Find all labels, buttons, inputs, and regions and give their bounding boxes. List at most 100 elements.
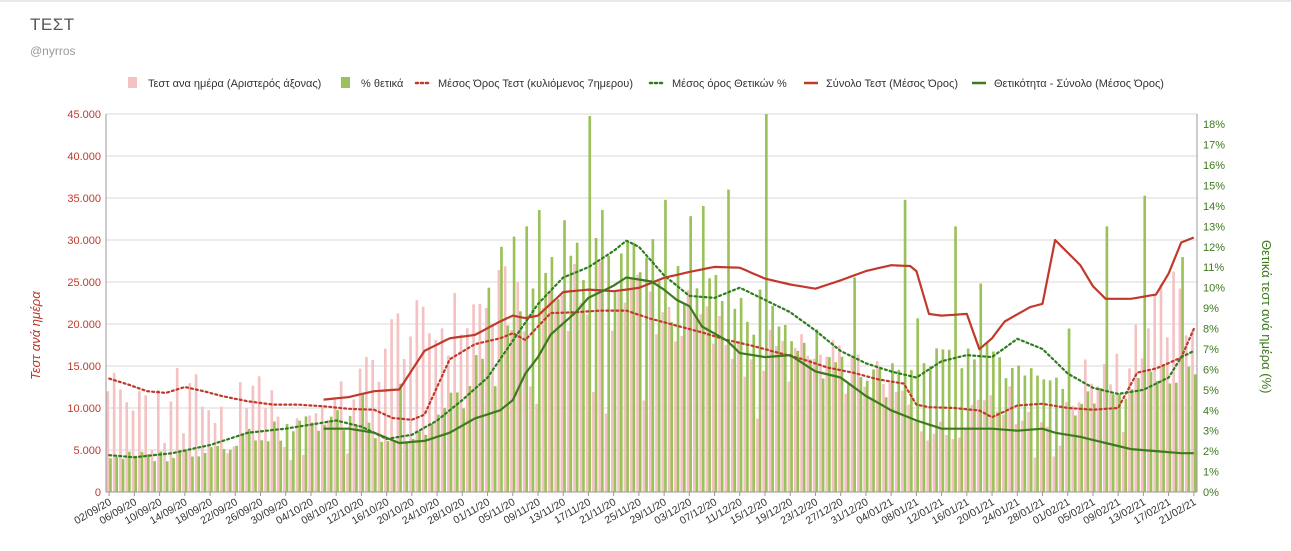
positive-bar	[815, 329, 819, 492]
tests-bar	[175, 368, 179, 492]
tests-bar	[699, 314, 702, 492]
tests-bar	[333, 397, 337, 492]
positive-bar	[380, 441, 383, 492]
positive-bar	[430, 423, 434, 492]
positive-bar	[121, 458, 125, 492]
tests-bar	[1052, 456, 1056, 492]
tests-bar	[831, 340, 835, 492]
positive-bar	[191, 456, 194, 492]
positive-bar	[292, 431, 295, 492]
positive-bar	[701, 205, 705, 492]
tests-bar	[611, 330, 614, 492]
tests-bar	[768, 329, 772, 492]
positive-bar	[588, 116, 592, 492]
tests-bar	[383, 348, 387, 492]
positive-bar	[846, 384, 850, 492]
right-tick-label: 0%	[1203, 487, 1219, 499]
positive-bar	[878, 368, 882, 492]
tests-bar	[756, 418, 759, 492]
tests-bar	[1083, 359, 1087, 492]
tests-bar	[926, 440, 929, 492]
positive-bar	[714, 275, 718, 492]
positive-bar	[247, 428, 251, 492]
tests-bar	[636, 274, 639, 492]
positive-bar	[374, 438, 377, 492]
tests-bar	[1109, 384, 1112, 492]
axes	[105, 114, 1198, 493]
positive-bar	[443, 408, 447, 492]
tests-bar	[680, 336, 684, 492]
tests-bar	[856, 354, 860, 492]
tests-bar	[402, 359, 406, 492]
right-tick-label: 6%	[1203, 364, 1219, 376]
tests-bar	[579, 302, 583, 492]
positive-bar	[947, 349, 951, 492]
positive-bar	[1055, 377, 1058, 492]
tests-bar	[201, 406, 204, 492]
tests-bar	[1033, 457, 1037, 492]
tests-bar	[648, 291, 652, 492]
positive-bar	[613, 291, 617, 492]
tests-bar	[415, 300, 419, 492]
positive-bar	[279, 440, 283, 492]
left-tick-label: 40.000	[67, 151, 101, 163]
positive-bar	[165, 461, 169, 492]
positive-bar	[235, 445, 238, 492]
tests-bar	[1128, 368, 1131, 492]
right-tick-label: 2%	[1203, 446, 1219, 458]
positive-bar	[575, 242, 579, 492]
tests-bar	[245, 408, 248, 492]
positive-bar	[1124, 398, 1128, 492]
positive-bar	[973, 359, 976, 492]
tests-bar	[888, 382, 892, 492]
positive-bar	[891, 363, 894, 492]
right-tick-label: 5%	[1203, 385, 1219, 397]
left-tick-label: 30.000	[67, 235, 101, 247]
positive-bar	[563, 220, 566, 492]
tests-bar	[428, 333, 431, 492]
dotted-series-line	[108, 309, 1195, 421]
positive-bar	[1023, 375, 1027, 492]
positive-bar	[500, 246, 503, 492]
positive-bar	[134, 455, 138, 492]
positive-bar	[1048, 380, 1052, 492]
positive-bar	[178, 450, 182, 492]
positive-bar	[285, 424, 289, 492]
positive-bar	[399, 383, 402, 492]
positive-bar	[739, 297, 743, 492]
positive-bar	[664, 199, 667, 492]
positive-bar	[695, 288, 699, 492]
tests-bar	[314, 413, 318, 492]
tests-bar	[762, 370, 766, 492]
x-axis-ticks: 02/09/2006/09/2010/09/2014/09/2018/09/20…	[72, 492, 1198, 527]
legend-label: Μέσος όρος Θετικών %	[672, 78, 787, 90]
tests-bar	[964, 429, 967, 492]
tests-bar	[169, 401, 173, 492]
tests-bar	[434, 340, 438, 492]
positive-bar	[802, 342, 806, 492]
tests-bar	[302, 455, 305, 492]
positive-bar	[632, 242, 636, 492]
positive-bar	[884, 397, 888, 492]
tests-bar	[371, 359, 375, 492]
positive-bar	[456, 392, 459, 492]
positive-bar	[954, 226, 957, 493]
positive-bar	[462, 408, 465, 492]
tests-bar	[724, 344, 728, 492]
legend-label: Τεστ ανα ημέρα (Αριστερός άξονας)	[148, 78, 321, 90]
left-tick-label: 25.000	[67, 277, 101, 289]
positive-bar	[159, 451, 163, 492]
positive-bar	[210, 447, 213, 492]
legend-label: Θετικότητα - Σύνολο (Μέσος Όρος)	[994, 78, 1164, 90]
tests-bar	[957, 437, 961, 492]
tests-bar	[1077, 402, 1081, 492]
positive-bar	[809, 359, 812, 492]
positive-bar	[859, 377, 863, 492]
tests-bar	[554, 300, 557, 492]
positive-bar	[1042, 379, 1046, 492]
left-tick-label: 10.000	[67, 403, 101, 415]
positive-bar	[821, 378, 825, 492]
positive-bar	[765, 114, 768, 492]
right-tick-label: 4%	[1203, 405, 1219, 417]
tests-bar	[920, 431, 923, 492]
